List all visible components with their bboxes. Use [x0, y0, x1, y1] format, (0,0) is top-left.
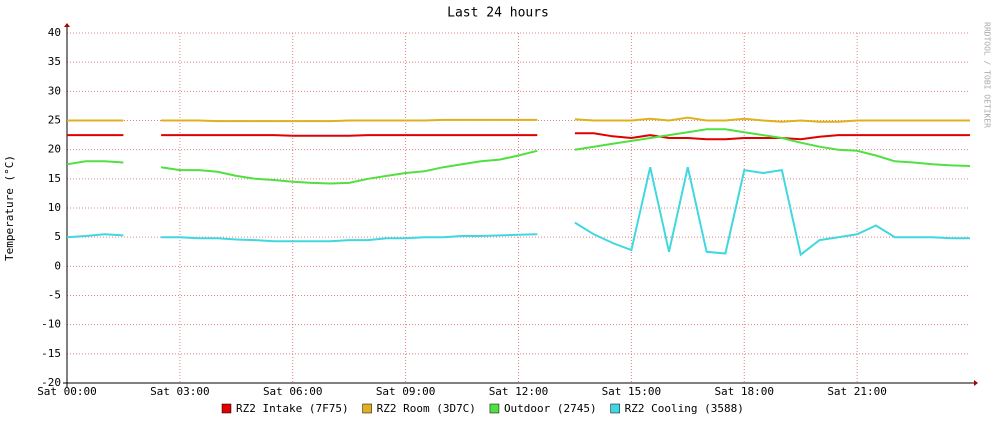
x-tick-label: Sat 06:00	[263, 385, 323, 398]
series-line	[66, 160, 124, 166]
watermark: RRDTOOL / TOBI OETIKER	[983, 22, 992, 128]
legend-label: RZ2 Intake (7F75)	[236, 402, 349, 415]
y-tick-label: 5	[54, 230, 61, 243]
y-tick-label: -20	[41, 376, 61, 389]
y-tick-label: 25	[48, 114, 61, 127]
series-line	[574, 166, 970, 257]
legend-swatch	[610, 403, 620, 414]
x-tick-label: Sat 00:00	[37, 385, 97, 398]
x-tick-label: Sat 21:00	[827, 385, 887, 398]
x-tick-label: Sat 09:00	[376, 385, 436, 398]
legend-swatch	[362, 403, 372, 414]
series-line	[66, 233, 124, 239]
series-line	[161, 233, 538, 243]
legend-label: Outdoor (2745)	[504, 402, 597, 415]
legend-label: RZ2 Cooling (3588)	[625, 402, 744, 415]
y-tick-label: -15	[41, 347, 61, 360]
axis-arrow	[64, 23, 70, 27]
y-tick-label: 30	[48, 84, 61, 97]
x-tick-label: Sat 12:00	[489, 385, 549, 398]
chart-title: Last 24 hours	[447, 6, 549, 21]
x-tick-label: Sat 18:00	[714, 385, 774, 398]
y-tick-label: 0	[54, 259, 61, 272]
y-tick-label: 40	[48, 26, 61, 39]
series-line	[160, 149, 538, 185]
legend-label: RZ2 Room (3D7C)	[377, 402, 476, 415]
series-line	[574, 116, 970, 123]
y-tick-label: 35	[48, 55, 61, 68]
y-axis-label: Temperature (°C)	[3, 155, 16, 261]
series-line	[161, 134, 538, 137]
x-tick-label: Sat 03:00	[150, 385, 210, 398]
series-line	[574, 128, 971, 167]
legend-swatch	[489, 403, 500, 414]
y-tick-label: -10	[41, 318, 61, 331]
x-tick-label: Sat 15:00	[602, 385, 662, 398]
legend-swatch	[221, 403, 232, 414]
y-tick-label: 20	[48, 143, 61, 156]
y-tick-label: 15	[48, 172, 61, 185]
axis-arrow	[974, 380, 978, 386]
series-line	[574, 132, 970, 141]
series-line	[161, 118, 538, 123]
y-tick-label: -5	[48, 289, 61, 302]
y-tick-label: 10	[48, 201, 61, 214]
